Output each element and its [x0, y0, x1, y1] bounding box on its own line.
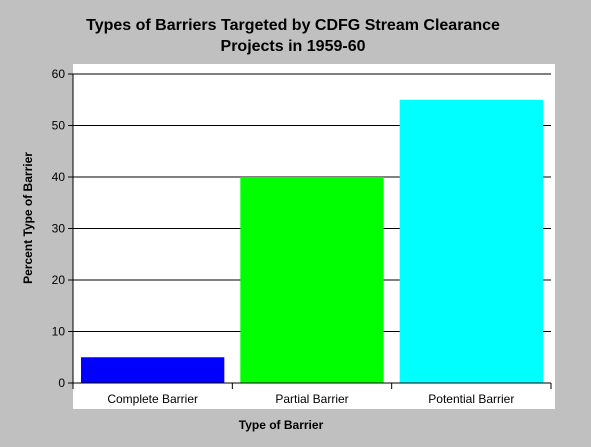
axes: [68, 73, 552, 389]
bar-potential-barrier: [399, 99, 543, 383]
y-tick-label: 40: [52, 170, 66, 184]
y-tick-label: 10: [52, 325, 66, 339]
x-tick-label: Partial Barrier: [275, 392, 348, 406]
chart-title-line-2: Projects in 1959-60: [221, 38, 366, 55]
y-tick-label: 50: [52, 119, 66, 133]
bars: [81, 99, 543, 383]
y-tick-label: 30: [52, 222, 66, 236]
bar-complete-barrier: [81, 357, 225, 383]
x-tick-label: Complete Barrier: [107, 392, 198, 406]
x-tick-labels: Complete Barrier Partial Barrier Potential…: [107, 392, 514, 406]
x-tick-label: Potential Barrier: [428, 392, 514, 406]
y-tick-label: 0: [58, 376, 65, 390]
chart-title-line-1: Types of Barriers Targeted by CDFG Strea…: [86, 17, 500, 34]
y-axis-title: Percent Type of Barrier: [21, 152, 35, 284]
x-axis-title: Type of Barrier: [239, 418, 324, 432]
y-tick-label: 60: [52, 67, 66, 81]
bar-partial-barrier: [240, 177, 384, 383]
y-tick-label: 20: [52, 273, 66, 287]
y-tick-labels: 0 10 20 30 40 50 60: [52, 67, 66, 390]
